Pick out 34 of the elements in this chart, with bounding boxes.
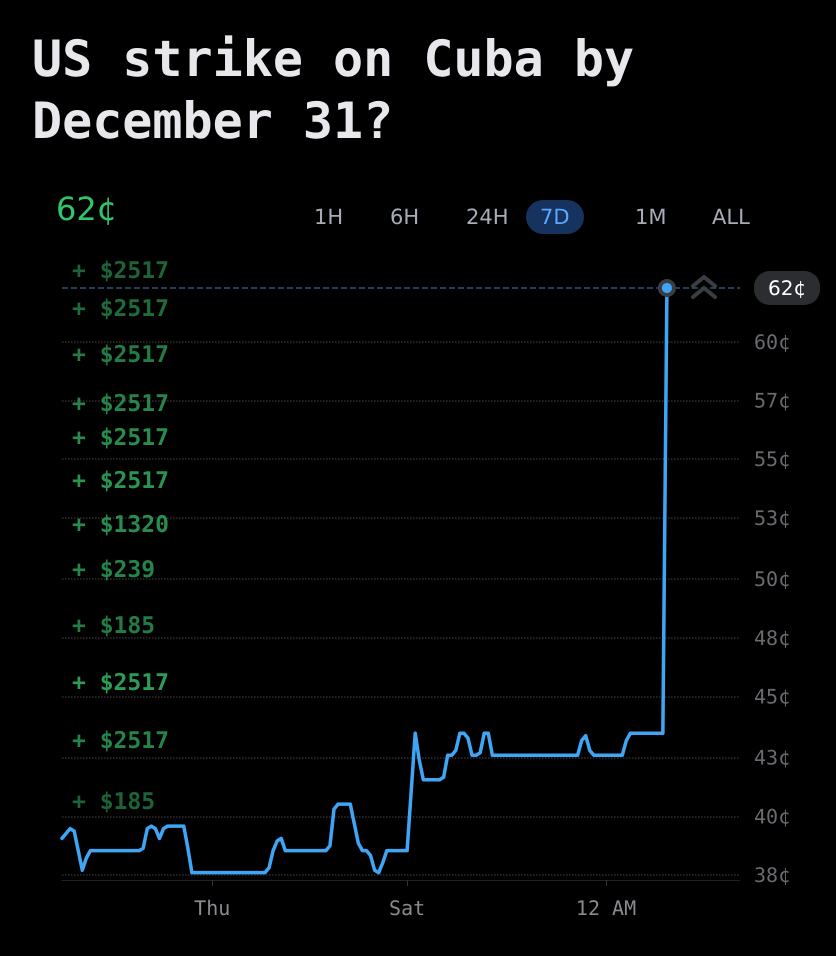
chart-title: US strike on Cuba by December 31?	[32, 29, 636, 152]
annotation: + $2517	[72, 468, 169, 494]
y-tick-label: 50¢	[754, 567, 790, 592]
text: 24H	[465, 204, 510, 231]
text: 62¢	[56, 190, 118, 228]
annotation: + $185	[72, 789, 156, 815]
annotation: + $2517	[72, 296, 169, 322]
annotation: + $239	[72, 557, 156, 583]
annotation: + $2517	[72, 342, 169, 368]
annotation: + $2517	[72, 670, 169, 696]
x-tick-label: Thu	[194, 896, 230, 920]
x-tick-label: 12 AM	[576, 896, 636, 920]
y-tick-label: 45¢	[754, 684, 790, 709]
y-tick-label: 48¢	[754, 626, 790, 650]
text: 7D	[526, 200, 584, 234]
y-tick-label: 53¢	[754, 506, 790, 530]
annotation: + $2517	[72, 425, 169, 451]
text: 6H	[389, 204, 420, 231]
y-tick-label: 43¢	[754, 746, 790, 770]
text: 1H	[313, 204, 344, 231]
text: 1M	[634, 204, 668, 231]
y-tick-label: 40¢	[754, 804, 790, 828]
annotation: + $185	[72, 613, 156, 639]
y-tick-label: 60¢	[754, 330, 790, 354]
ref-line-label: 62¢	[768, 276, 806, 300]
y-tick-label: 38¢	[754, 863, 790, 888]
text: ALL	[711, 204, 751, 231]
y-tick-label: 57¢	[754, 388, 790, 413]
x-tick-label: Sat	[389, 896, 426, 920]
annotation: + $2517	[72, 391, 169, 417]
y-tick-label: 55¢	[754, 447, 790, 472]
annotation: + $2517	[72, 728, 169, 754]
annotation: + $1320	[72, 512, 169, 538]
text: + $2517	[72, 258, 169, 284]
